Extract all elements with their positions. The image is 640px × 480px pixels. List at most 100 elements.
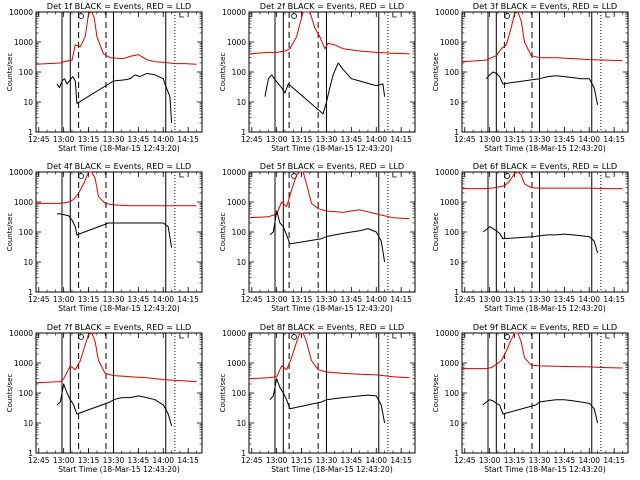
x-tick-label: 13:30 [529,295,551,304]
corner-marker [179,13,184,18]
y-axis-label: Counts/sec [432,374,440,413]
x-tick-label: 13:45 [554,135,576,144]
y-tick-label: 10 [236,98,246,107]
x-tick-label: 13:30 [316,295,338,304]
x-tick-label: 13:00 [479,456,501,465]
y-tick-label: 100 [445,228,460,237]
x-tick-label: 13:15 [504,135,526,144]
x-tick-label: 13:15 [504,456,526,465]
chart-panel-1: Det 1f BLACK = Events, RED = LLD 1 10 100 10… [6,1,203,153]
x-tick-label: 14:00 [578,456,600,465]
y-tick-label: 10000 [435,329,459,338]
x-tick-label: 13:15 [291,135,313,144]
series-line-lld [35,11,197,65]
series-line-events [269,378,386,424]
y-tick-label: 100 [445,389,460,398]
x-tick-label: 13:00 [53,456,75,465]
y-tick-label: 1 [454,449,459,458]
x-tick-label: 13:45 [341,456,363,465]
x-tick-label: 13:15 [291,295,313,304]
x-tick-label: 13:15 [78,456,100,465]
x-tick-label: 14:00 [578,135,600,144]
chart-panel-5: Det 5f BLACK = Events, RED = LLD 1 10 100 10… [219,161,416,313]
y-tick-label: 10 [23,98,33,107]
x-tick-label: 13:00 [479,135,501,144]
flare-marker [78,13,84,19]
y-axis-label: Counts/sec [219,374,227,413]
x-tick-label: 12:45 [28,295,50,304]
plot-frame [461,11,629,133]
chart-panel-6: Det 6f BLACK = Events, RED = LLD 1 10 100 10… [432,161,629,313]
y-tick-label: 1 [241,449,246,458]
x-tick-label: 13:00 [53,295,75,304]
y-tick-label: 1 [454,128,459,137]
x-tick-label: 14:00 [152,135,174,144]
series-line-lld [462,332,623,370]
x-tick-label: 14:00 [578,295,600,304]
series-line-lld [248,11,410,55]
y-tick-label: 10 [449,98,459,107]
x-tick-label: 13:30 [103,456,125,465]
y-tick-label: 1 [28,288,33,297]
plot-frame [35,171,203,293]
x-axis-label: Start Time (18-Mar-15 12:43:20) [484,304,606,313]
flare-marker [504,173,510,179]
chart-panel-3: Det 3f BLACK = Events, RED = LLD 1 10 100 10… [432,1,629,153]
x-tick-label: 14:15 [603,456,625,465]
series-line-events [269,210,386,263]
x-axis-label: Start Time (18-Mar-15 12:43:20) [58,144,180,153]
x-tick-label: 12:45 [454,456,476,465]
x-tick-label: 13:00 [266,295,288,304]
x-axis-label: Start Time (18-Mar-15 12:43:20) [271,144,393,153]
y-tick-label: 10000 [435,168,459,177]
series-line-events [485,71,599,105]
y-tick-label: 10 [449,258,459,267]
x-tick-label: 13:45 [128,295,150,304]
y-tick-label: 1000 [440,359,459,368]
y-tick-label: 1 [241,288,246,297]
y-axis-label: Counts/sec [6,374,14,413]
plot-frame [35,11,203,133]
x-tick-label: 13:15 [78,295,100,304]
x-tick-label: 13:00 [53,135,75,144]
x-tick-label: 14:00 [152,456,174,465]
x-tick-label: 13:45 [128,135,150,144]
chart-title: Det 3f BLACK = Events, RED = LLD [473,1,617,11]
x-tick-label: 13:45 [341,295,363,304]
x-tick-label: 12:45 [241,456,263,465]
x-tick-label: 13:15 [504,295,526,304]
corner-marker [392,173,397,178]
y-tick-label: 100 [232,68,247,77]
series-line-lld [461,11,623,63]
x-tick-label: 14:15 [603,295,625,304]
x-axis-label: Start Time (18-Mar-15 12:43:20) [484,144,606,153]
y-axis-label: Counts/sec [432,53,440,92]
chart-title: Det 5f BLACK = Events, RED = LLD [260,161,404,171]
y-tick-label: 1 [454,288,459,297]
y-tick-label: 10000 [9,168,33,177]
x-axis-label: Start Time (18-Mar-15 12:43:20) [271,465,393,474]
chart-panel-7: Det 7f BLACK = Events, RED = LLD 1 10 100 10… [6,322,203,474]
y-tick-label: 1 [28,128,33,137]
corner-marker [392,13,397,18]
series-line-events [57,213,173,248]
y-tick-label: 1000 [14,38,33,47]
y-tick-label: 10 [236,258,246,267]
series-line-lld [36,171,197,207]
x-tick-label: 13:30 [529,135,551,144]
x-tick-label: 13:30 [316,456,338,465]
corner-marker [605,334,610,339]
flare-marker [504,13,510,19]
corner-marker [179,173,184,178]
chart-panel-4: Det 4f BLACK = Events, RED = LLD 1 10 100 10… [6,161,203,313]
series-line-events [56,72,173,124]
y-tick-label: 10 [236,419,246,428]
x-tick-label: 13:00 [479,295,501,304]
corner-marker [605,13,610,18]
chart-title: Det 1f BLACK = Events, RED = LLD [47,1,191,11]
x-tick-label: 13:00 [266,135,288,144]
x-tick-label: 13:15 [78,135,100,144]
y-axis-label: Counts/sec [219,53,227,92]
y-tick-label: 1000 [227,198,246,207]
y-tick-label: 10 [23,258,33,267]
